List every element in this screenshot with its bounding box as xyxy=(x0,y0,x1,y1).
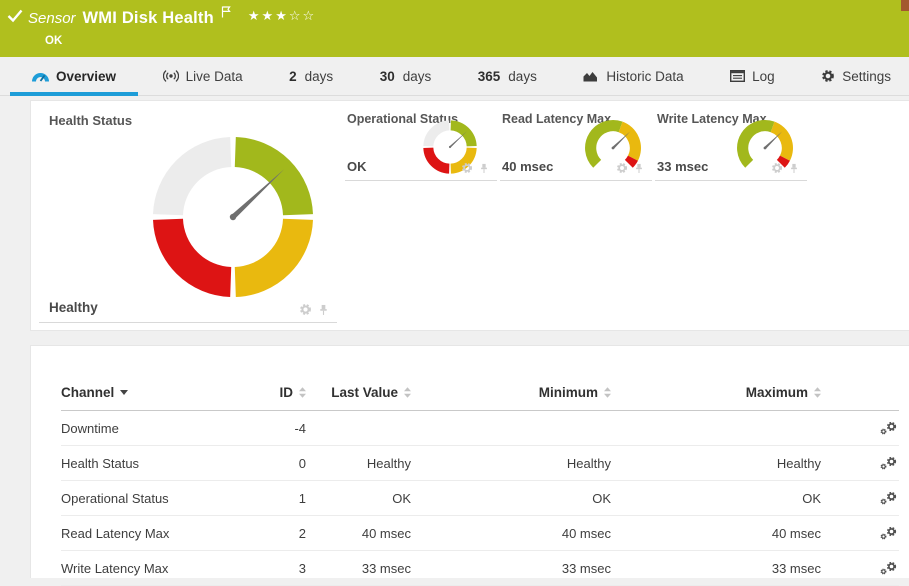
col-header-maximum[interactable]: Maximum xyxy=(611,385,821,400)
channel-settings-icon[interactable] xyxy=(821,491,899,506)
col-header-minimum[interactable]: Minimum xyxy=(411,385,611,400)
gear-icon[interactable] xyxy=(461,162,473,174)
tab-365-days[interactable]: 365 days xyxy=(477,68,537,84)
gauge-title: Health Status xyxy=(49,113,133,128)
channel-settings-icon[interactable] xyxy=(821,526,899,541)
col-header-channel[interactable]: Channel xyxy=(61,385,261,400)
status-check-icon xyxy=(7,9,23,28)
priority-stars[interactable]: ★★★☆☆ xyxy=(247,8,317,24)
tab-log[interactable]: Log xyxy=(720,57,785,95)
gauge-title: Write Latency Max xyxy=(657,112,767,126)
gear-icon xyxy=(821,69,835,83)
gauge-value: 33 msec xyxy=(657,159,709,174)
sort-icon xyxy=(604,387,611,398)
log-list-icon xyxy=(730,70,746,82)
gear-icon[interactable] xyxy=(299,303,312,316)
col-header-last-value[interactable]: Last Value xyxy=(306,385,411,400)
sensor-title: WMI Disk Health xyxy=(82,8,214,27)
pin-icon[interactable] xyxy=(318,304,329,316)
sensor-header: Sensor WMI Disk Health ★★★☆☆ OK xyxy=(0,0,909,57)
channel-settings-icon[interactable] xyxy=(821,421,899,436)
tab-2-days[interactable]: 2 days xyxy=(289,68,334,84)
gauge-value: 40 msec xyxy=(502,159,554,174)
flag-icon[interactable] xyxy=(221,5,231,23)
sort-icon xyxy=(404,387,411,398)
corner-marker xyxy=(901,0,909,11)
live-signal-icon xyxy=(162,70,179,82)
sort-icon xyxy=(299,387,306,398)
active-tab-underline xyxy=(10,92,139,96)
gauges-panel: Health Status Healthy Operational Status… xyxy=(30,100,909,331)
sensor-status-badge: OK xyxy=(45,35,63,47)
pin-icon[interactable] xyxy=(634,163,644,174)
area-chart-icon xyxy=(583,72,598,82)
sort-icon xyxy=(814,387,821,398)
table-header-row: Channel ID Last Value Minimum Maximum xyxy=(61,346,899,411)
table-row-operational-status[interactable]: Operational Status 1 OK OK OK xyxy=(61,481,899,516)
col-header-id[interactable]: ID xyxy=(261,385,306,400)
channels-table: Channel ID Last Value Minimum Maximum xyxy=(31,346,909,586)
sensor-tab-bar: Overview Live Data 2 days 30 days 365 da… xyxy=(0,57,909,96)
tab-30-days[interactable]: 30 days xyxy=(379,68,432,84)
tab-overview[interactable]: Overview xyxy=(10,57,139,96)
tab-live-data[interactable]: Live Data xyxy=(153,57,253,95)
read-latency-gauge-cell: Read Latency Max 40 msec xyxy=(500,101,652,181)
gear-icon[interactable] xyxy=(616,162,628,174)
gauge-title: Operational Status xyxy=(347,112,459,126)
health-status-gauge xyxy=(149,133,317,301)
channels-table-panel: Channel ID Last Value Minimum Maximum xyxy=(30,345,909,586)
gauge-value: Healthy xyxy=(49,300,98,315)
tab-settings[interactable]: Settings xyxy=(811,57,901,95)
table-row-health-status[interactable]: Health Status 0 Healthy Healthy Healthy xyxy=(61,446,899,481)
object-kind-label: Sensor xyxy=(28,9,76,27)
gauge-icon xyxy=(32,72,49,82)
table-row-read-latency[interactable]: Read Latency Max 2 40 msec 40 msec 40 ms… xyxy=(61,516,899,551)
table-row-downtime[interactable]: Downtime -4 xyxy=(61,411,899,446)
operational-status-gauge-cell: Operational Status OK xyxy=(345,101,497,181)
health-status-gauge-cell: Health Status Healthy xyxy=(39,101,337,323)
tab-historic-data[interactable]: Historic Data xyxy=(573,57,693,95)
pin-icon[interactable] xyxy=(789,163,799,174)
gear-icon[interactable] xyxy=(771,162,783,174)
gauge-value: OK xyxy=(347,159,367,174)
write-latency-gauge-cell: Write Latency Max 33 msec xyxy=(655,101,807,181)
caret-down-icon xyxy=(120,390,129,395)
gauge-title: Read Latency Max xyxy=(502,112,612,126)
table-row-write-latency[interactable]: Write Latency Max 3 33 msec 33 msec 33 m… xyxy=(61,551,899,586)
channel-settings-icon[interactable] xyxy=(821,456,899,471)
pin-icon[interactable] xyxy=(479,163,489,174)
channel-settings-icon[interactable] xyxy=(821,561,899,576)
